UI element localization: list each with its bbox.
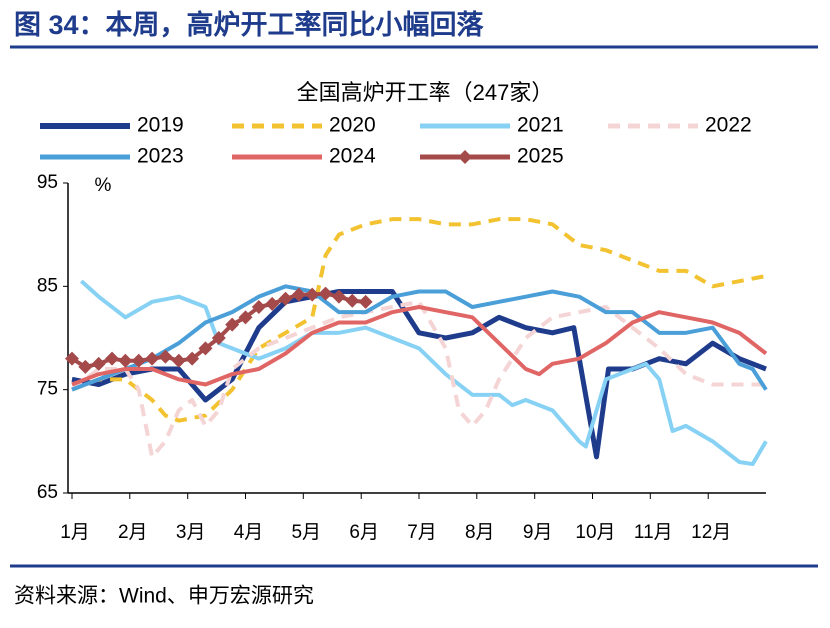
marker	[105, 351, 120, 366]
marker	[198, 341, 213, 356]
marker	[291, 287, 306, 302]
marker	[131, 353, 146, 368]
y-tick-label: 65	[37, 482, 58, 503]
y-unit: %	[95, 175, 112, 196]
marker	[225, 317, 240, 332]
legend-label: 2021	[517, 114, 564, 137]
marker	[238, 310, 253, 325]
series-line	[71, 217, 767, 423]
x-tick-label: 1月	[60, 522, 90, 543]
legend-label: 2025	[517, 145, 564, 168]
marker	[65, 351, 79, 366]
x-tick-label: 3月	[176, 522, 206, 543]
marker	[91, 356, 106, 371]
marker	[158, 349, 173, 364]
x-tick-label: 10月	[575, 522, 615, 543]
source: 资料来源：Wind、申万宏源研究	[14, 585, 314, 608]
y-tick-label: 85	[37, 275, 58, 296]
x-tick-label: 12月	[691, 522, 731, 543]
legend-label: 2022	[705, 114, 752, 137]
marker	[318, 286, 333, 301]
page-title: 图 34：本周，高炉开工率同比小幅回落	[14, 9, 485, 40]
chart-title: 全国高炉开工率（247家）	[297, 80, 554, 105]
marker	[278, 291, 293, 306]
marker	[211, 331, 226, 345]
marker	[171, 353, 186, 368]
legend-marker	[458, 150, 472, 164]
legend-label: 2024	[329, 145, 376, 168]
marker	[118, 353, 133, 368]
legend-label: 2019	[137, 114, 184, 137]
marker	[358, 294, 373, 309]
x-tick-label: 9月	[523, 522, 553, 543]
marker	[331, 289, 346, 304]
marker	[145, 351, 160, 366]
marker	[345, 293, 360, 308]
legend-label: 2023	[137, 145, 184, 168]
x-tick-label: 2月	[118, 522, 148, 543]
marker	[78, 359, 93, 374]
x-tick-label: 8月	[465, 522, 495, 543]
y-tick-label: 75	[37, 379, 58, 400]
marker	[185, 351, 200, 366]
series-line	[71, 289, 767, 460]
series-line	[71, 305, 768, 387]
x-tick-label: 5月	[291, 522, 321, 543]
x-tick-label: 11月	[634, 522, 673, 543]
series-line	[71, 284, 768, 392]
x-tick-label: 6月	[349, 522, 379, 543]
series-line	[70, 299, 766, 459]
marker	[265, 296, 280, 311]
marker	[305, 287, 320, 302]
y-tick-label: 95	[37, 172, 58, 193]
x-tick-label: 4月	[234, 522, 264, 543]
x-tick-label: 7月	[407, 522, 437, 543]
marker	[251, 300, 266, 314]
legend-label: 2020	[329, 114, 376, 137]
